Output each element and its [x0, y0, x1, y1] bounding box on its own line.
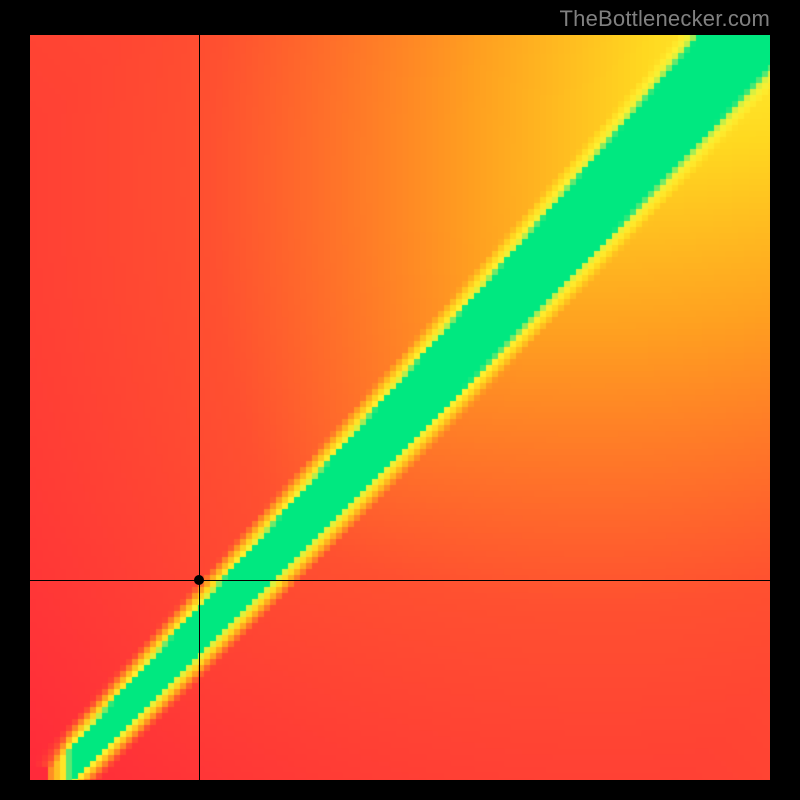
crosshair-horizontal — [30, 580, 770, 581]
crosshair-vertical — [199, 35, 200, 780]
watermark-text: TheBottlenecker.com — [560, 6, 770, 32]
heatmap-plot — [30, 35, 770, 780]
